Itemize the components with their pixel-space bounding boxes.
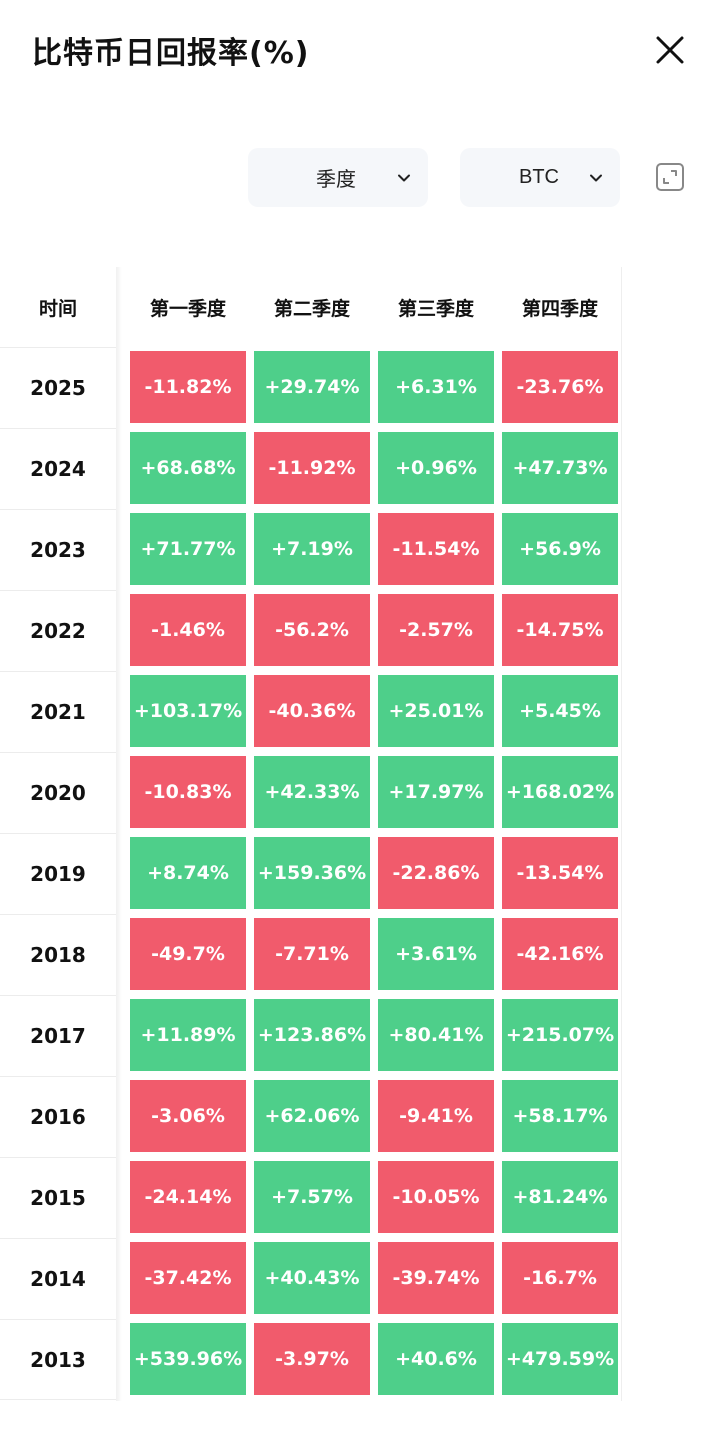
return-cell: +479.59% [502, 1323, 618, 1395]
year-label: 2021 [0, 671, 116, 752]
return-cell: +71.77% [130, 513, 246, 585]
return-cell: +68.68% [130, 432, 246, 504]
return-cell: +40.6% [378, 1323, 494, 1395]
returns-table: 时间 2025 2024 2023 2022 2021 2020 2019 2018 2017 2… [0, 267, 624, 1401]
return-cell: +80.41% [378, 999, 494, 1071]
return-cell: -23.76% [502, 351, 618, 423]
return-cell: -11.92% [254, 432, 370, 504]
return-cell: -14.75% [502, 594, 618, 666]
return-cell: +6.31% [378, 351, 494, 423]
year-label: 2015 [0, 1157, 116, 1238]
return-cell: -10.83% [130, 756, 246, 828]
return-cell: +215.07% [502, 999, 618, 1071]
column-header-q1: 第一季度 [149, 297, 226, 320]
return-cell: -1.46% [130, 594, 246, 666]
year-label: 2014 [0, 1238, 116, 1319]
year-label: 2017 [0, 995, 116, 1076]
year-label: 2018 [0, 914, 116, 995]
period-select-value: 季度 [316, 167, 356, 191]
year-label: 2025 [0, 347, 116, 428]
return-cell: -10.05% [378, 1161, 494, 1233]
return-cell: +159.36% [254, 837, 370, 909]
return-cell: +40.43% [254, 1242, 370, 1314]
return-cell: +123.86% [254, 999, 370, 1071]
chevron-down-icon [396, 170, 412, 186]
return-cell: +3.61% [378, 918, 494, 990]
return-cell: +11.89% [130, 999, 246, 1071]
return-cell: +7.57% [254, 1161, 370, 1233]
page-title: 比特币日回报率(%) [32, 36, 310, 71]
return-cell: -37.42% [130, 1242, 246, 1314]
period-select[interactable]: 季度 [248, 148, 428, 207]
year-label: 2013 [0, 1319, 116, 1400]
column-header-q2: 第二季度 [273, 297, 350, 320]
return-cell: -11.54% [378, 513, 494, 585]
expand-icon [656, 163, 684, 191]
year-label: 2016 [0, 1076, 116, 1157]
return-cell: -3.97% [254, 1323, 370, 1395]
return-cell: -40.36% [254, 675, 370, 747]
close-button[interactable] [650, 30, 690, 70]
column-divider-shadow [116, 267, 122, 1401]
return-cell: -7.71% [254, 918, 370, 990]
time-column-header: 时间 [38, 297, 77, 320]
time-column: 时间 2025 2024 2023 2022 2021 2020 2019 2018 2017 2… [0, 267, 116, 1401]
coin-select[interactable]: BTC [460, 148, 620, 207]
return-cell: -11.82% [130, 351, 246, 423]
return-cell: +8.74% [130, 837, 246, 909]
return-cell: -39.74% [378, 1242, 494, 1314]
chevron-down-icon [588, 170, 604, 186]
return-cell: +25.01% [378, 675, 494, 747]
return-cell: +539.96% [130, 1323, 246, 1395]
return-cell: +168.02% [502, 756, 618, 828]
return-cell: -22.86% [378, 837, 494, 909]
return-cell: -42.16% [502, 918, 618, 990]
return-cell: +103.17% [130, 675, 246, 747]
table-right-border [621, 267, 622, 1401]
return-cell: +62.06% [254, 1080, 370, 1152]
return-cell: +29.74% [254, 351, 370, 423]
column-header-q4: 第四季度 [521, 297, 598, 320]
return-cell: -13.54% [502, 837, 618, 909]
year-label: 2024 [0, 428, 116, 509]
return-cell: +47.73% [502, 432, 618, 504]
return-cell: -56.2% [254, 594, 370, 666]
return-cell: +5.45% [502, 675, 618, 747]
return-cell: -9.41% [378, 1080, 494, 1152]
return-cell: +58.17% [502, 1080, 618, 1152]
return-cell: +81.24% [502, 1161, 618, 1233]
return-cell: -16.7% [502, 1242, 618, 1314]
return-cell: -49.7% [130, 918, 246, 990]
return-cell: +42.33% [254, 756, 370, 828]
column-header-q3: 第三季度 [397, 297, 474, 320]
return-cell: +56.9% [502, 513, 618, 585]
year-label: 2020 [0, 752, 116, 833]
year-label: 2019 [0, 833, 116, 914]
expand-button[interactable] [655, 162, 685, 192]
return-cell: -3.06% [130, 1080, 246, 1152]
year-label: 2022 [0, 590, 116, 671]
close-icon [656, 36, 684, 64]
return-cell: -2.57% [378, 594, 494, 666]
coin-select-value: BTC [519, 166, 559, 188]
return-cell: -24.14% [130, 1161, 246, 1233]
return-cell: +7.19% [254, 513, 370, 585]
return-cell: +17.97% [378, 756, 494, 828]
return-cell: +0.96% [378, 432, 494, 504]
year-label: 2023 [0, 509, 116, 590]
